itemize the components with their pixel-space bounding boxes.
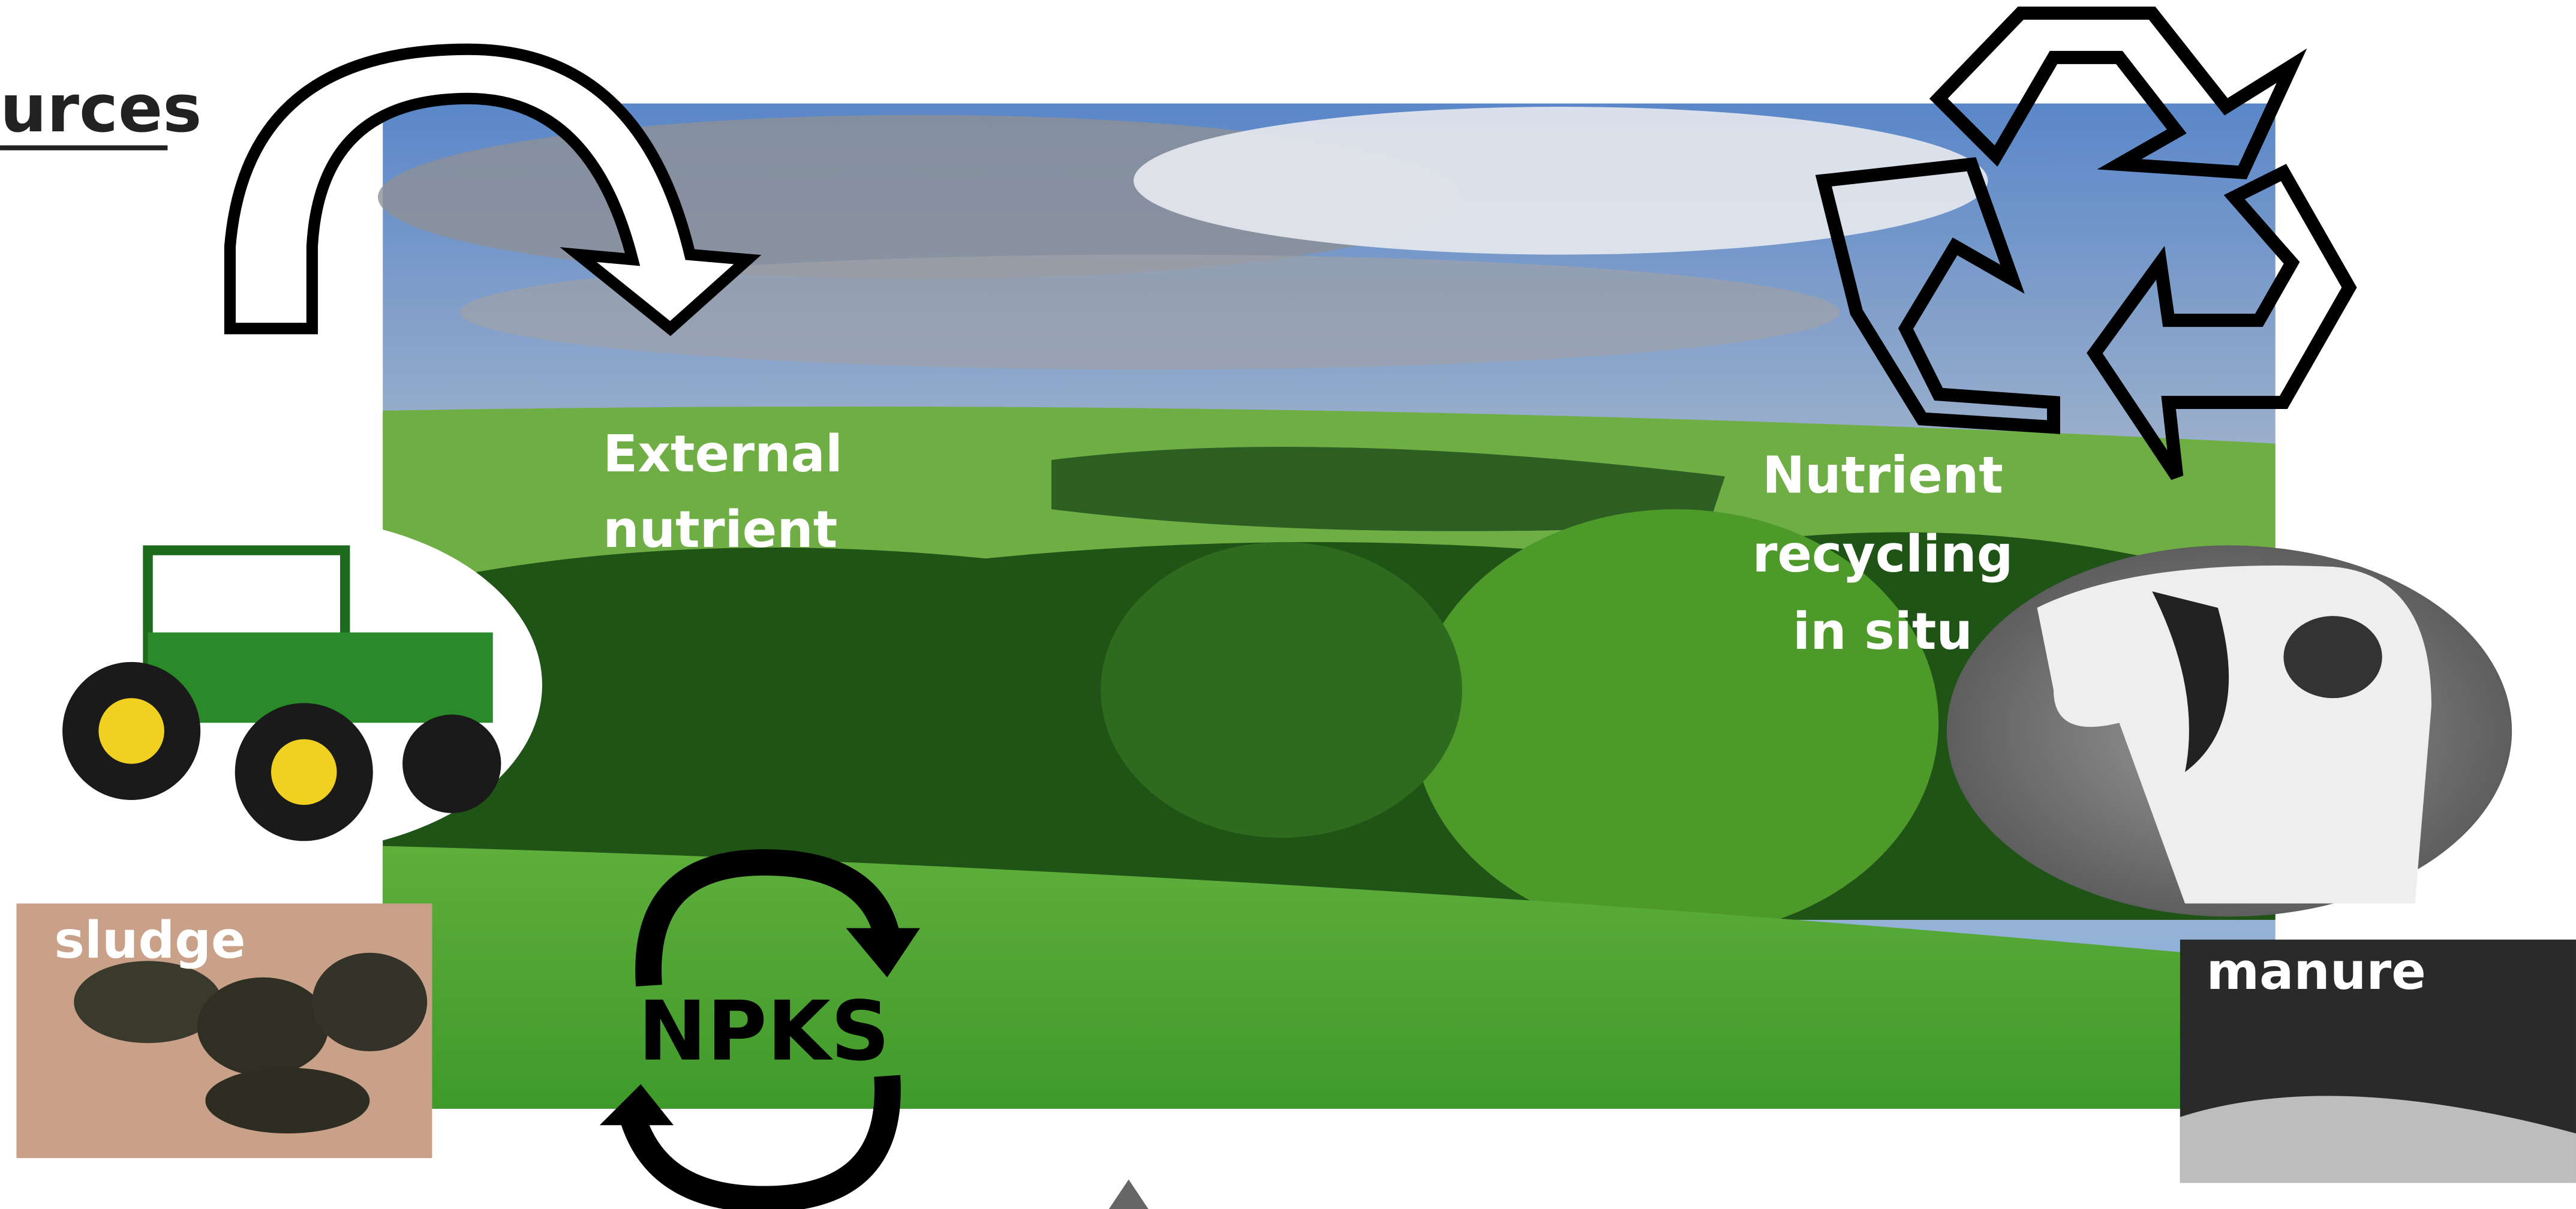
sludge-image: [16, 903, 432, 1159]
manure-label: manure: [2207, 942, 2426, 1002]
external-label-line: nutrient: [603, 500, 837, 560]
manure-image: [2180, 939, 2576, 1183]
cow-image: [1946, 545, 2512, 917]
recycling-label-line: Nutrient: [1762, 446, 2003, 506]
recycling-label-line: in situ: [1793, 602, 1973, 661]
npks-cycle: [620, 849, 901, 1209]
triangle-marker: [1108, 1179, 1149, 1209]
npks-label: NPKS: [638, 984, 890, 1079]
external-label-line: External: [603, 425, 843, 484]
heading: urces: [0, 70, 202, 147]
tractor-image: [32, 517, 542, 853]
recycle-symbol: [1815, 6, 2357, 480]
recycling-label-line: recycling: [1753, 525, 2013, 584]
curved-arrow: [224, 43, 762, 336]
sludge-label: sludge: [54, 911, 245, 970]
